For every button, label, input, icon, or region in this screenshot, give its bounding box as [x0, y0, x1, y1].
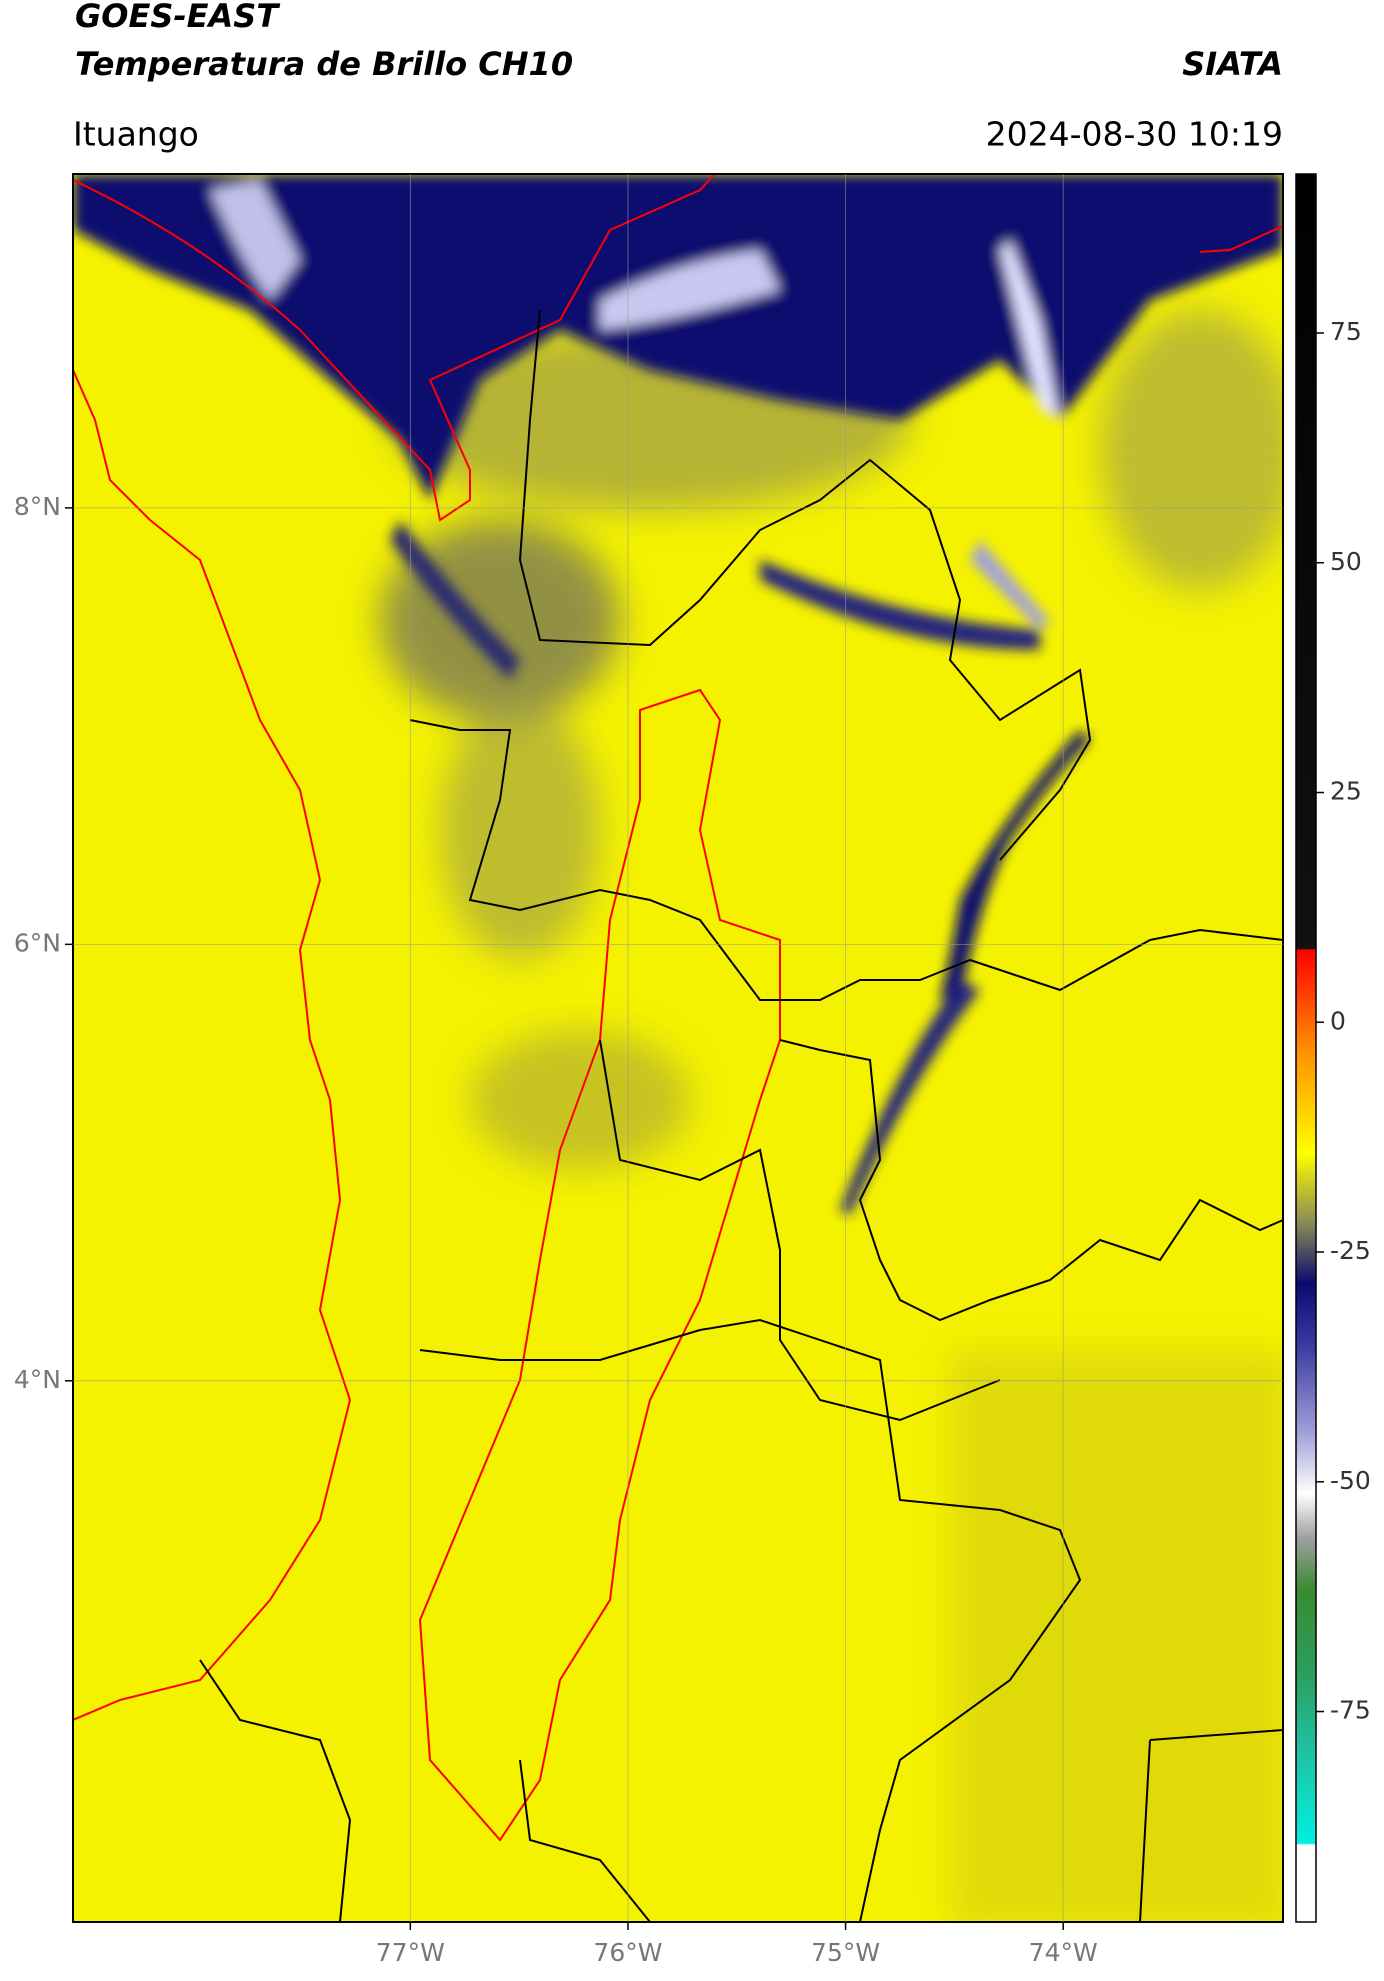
subtitle: Temperatura de Brillo CH10: [75, 45, 573, 83]
colorbar-tick-label: 75: [1330, 317, 1362, 346]
y-tick-label: 8°N: [14, 492, 61, 521]
x-tick-label: 76°W: [593, 1938, 662, 1967]
brand: SIATA: [1182, 45, 1283, 83]
colorbar-tick-label: 50: [1330, 547, 1362, 576]
region: Ituango: [73, 115, 199, 154]
colorbar-tick-label: -25: [1330, 1236, 1371, 1265]
x-tick-label: 75°W: [811, 1938, 880, 1967]
colorbar-tick-label: -75: [1330, 1696, 1371, 1725]
datetime: 2024-08-30 10:19: [986, 115, 1283, 154]
x-tick-label: 77°W: [376, 1938, 445, 1967]
colorbar-tick-label: 0: [1330, 1006, 1346, 1035]
title: GOES-EAST: [75, 0, 280, 35]
y-tick-label: 4°N: [14, 1365, 61, 1394]
map-frame: [72, 173, 1284, 1923]
colorbar: [1295, 173, 1317, 1923]
satellite-image: [73, 174, 1283, 1922]
colorbar-tick-label: -50: [1330, 1466, 1371, 1495]
y-tick-label: 6°N: [14, 928, 61, 957]
colorbar-tick-label: 25: [1330, 777, 1362, 806]
x-tick-label: 74°W: [1029, 1938, 1098, 1967]
